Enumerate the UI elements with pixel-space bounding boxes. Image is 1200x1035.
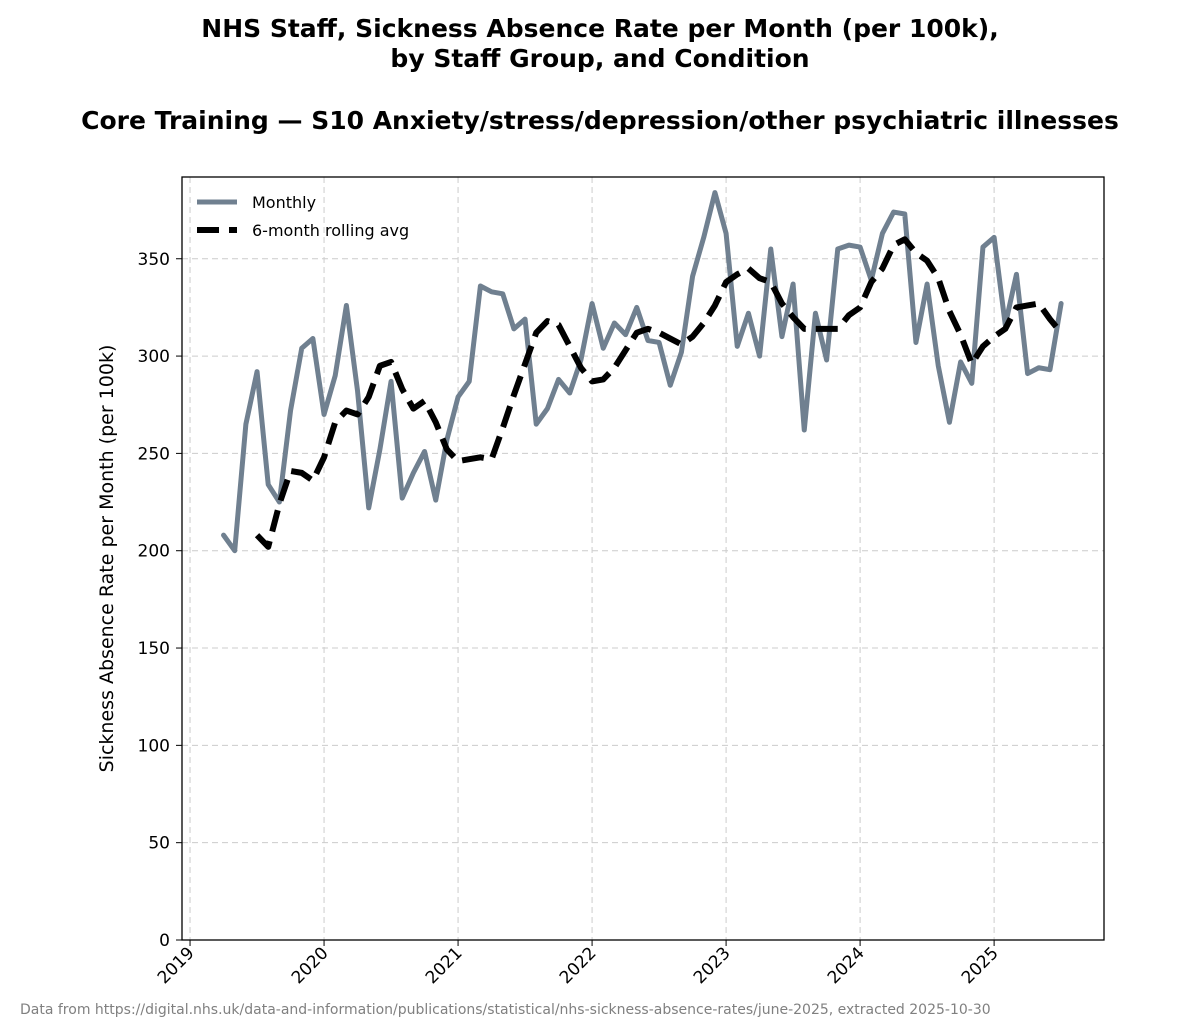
y-axis-label: Sickness Absence Rate per Month (per 100…: [96, 345, 118, 773]
y-tick-label: 350: [138, 250, 170, 270]
legend-rolling-avg-label: 6-month rolling avg: [252, 221, 409, 240]
chart-title-line-2: by Staff Group, and Condition: [390, 44, 810, 73]
y-tick-label: 150: [138, 639, 170, 659]
y-tick-label: 200: [138, 542, 170, 562]
y-tick-label: 0: [159, 931, 170, 951]
rolling-avg-series-line: [254, 236, 1064, 550]
monthly-series-line: [221, 190, 1064, 554]
chart-title: NHS Staff, Sickness Absence Rate per Mon…: [201, 14, 999, 43]
x-tick-label: 2024: [824, 943, 869, 988]
plot-frame: [181, 176, 1105, 941]
x-tick-label: 2022: [556, 943, 601, 988]
legend-monthly-label: Monthly: [252, 193, 316, 212]
x-tick-label: 2020: [288, 943, 333, 988]
x-tick-label: 2023: [690, 943, 735, 988]
x-tick-label: 2025: [958, 943, 1003, 988]
y-tick-label: 50: [148, 834, 170, 854]
x-tick-label: 2021: [422, 943, 467, 988]
data-source-note: Data from https://digital.nhs.uk/data-an…: [20, 1002, 991, 1018]
chart-subtitle: Core Training — S10 Anxiety/stress/depre…: [81, 106, 1119, 135]
y-tick-label: 100: [138, 736, 170, 756]
y-tick-label: 300: [138, 347, 170, 367]
y-tick-label: 250: [138, 444, 170, 464]
